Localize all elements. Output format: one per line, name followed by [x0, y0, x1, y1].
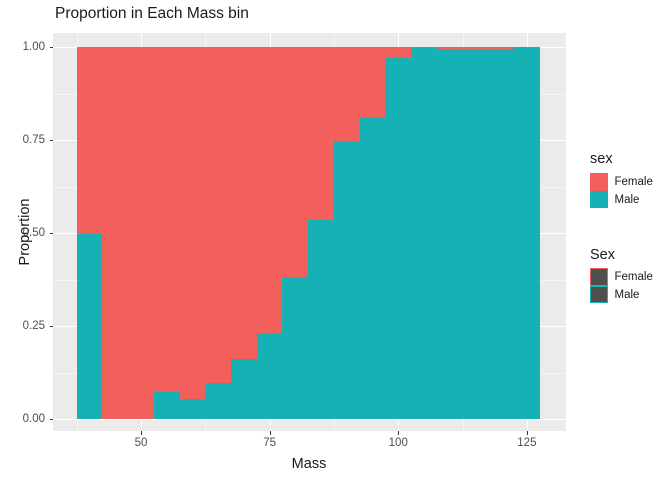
legend-label: Male — [614, 288, 640, 301]
x-axis-tick-label: 75 — [263, 437, 277, 449]
legend-key-male-fill — [590, 190, 608, 209]
bar-female-segment — [128, 47, 155, 419]
y-axis-tick-label: 0.75 — [22, 133, 45, 146]
chart-title: Proportion in Each Mass bin — [55, 5, 249, 22]
bar-male-segment — [488, 47, 515, 419]
bar-female-zero-outline — [462, 47, 489, 49]
y-axis-tick-label: 1.00 — [22, 40, 45, 53]
bar-male-segment — [436, 47, 464, 419]
legend-colour-title: Sex — [590, 247, 615, 263]
x-tick-mark — [141, 431, 142, 435]
bar-female-segment — [179, 47, 206, 419]
legend-label: Male — [614, 193, 640, 206]
legend-entry-female-colour: Female — [590, 268, 653, 286]
bar-male-segment — [256, 333, 283, 419]
bar-male-segment — [76, 234, 103, 419]
y-major-gridline — [53, 419, 566, 421]
x-axis-title: Mass — [291, 456, 327, 472]
bar-female-segment — [153, 47, 181, 419]
x-tick-mark — [269, 431, 271, 435]
x-tick-mark — [398, 431, 400, 435]
bar-male-segment — [359, 116, 386, 419]
bar-male-segment — [205, 383, 232, 419]
bar-male-segment — [333, 141, 361, 419]
bar-male-segment — [308, 219, 335, 419]
bar-female-zero-outline — [488, 47, 515, 49]
bar-male-segment — [514, 47, 541, 419]
legend-entry-female-fill: Female — [590, 173, 653, 191]
bar-male-segment — [411, 47, 438, 419]
bar-male-segment — [231, 359, 258, 419]
legend-label: Female — [614, 271, 653, 283]
bar-male-segment — [282, 276, 309, 419]
bar-female-segment — [102, 47, 129, 419]
plot-panel — [53, 33, 566, 431]
x-axis-tick-label: 125 — [517, 437, 537, 449]
legend-key-male-outline — [590, 285, 608, 304]
legend-key-female-outline — [590, 268, 608, 286]
y-axis-tick-label: 0.25 — [22, 319, 45, 332]
x-axis-tick-label: 100 — [388, 437, 408, 449]
legend-label: Female — [614, 176, 653, 188]
legend-key-female-fill — [590, 173, 608, 191]
bar-male-segment — [153, 391, 181, 419]
legend-entry-male-colour: Male — [590, 285, 640, 304]
bar-male-segment — [385, 58, 412, 419]
legend-entry-male-fill: Male — [590, 190, 640, 209]
bar-female-segment — [205, 47, 232, 419]
bar-male-segment — [179, 398, 206, 419]
x-tick-mark — [526, 431, 528, 435]
bar-female-segment — [231, 47, 258, 419]
y-axis-title: Proportion — [17, 198, 33, 266]
y-axis-tick-label: 0.00 — [22, 412, 45, 425]
legend-fill-title: sex — [590, 151, 613, 167]
bar-female-zero-outline — [436, 47, 464, 49]
bar-male-segment — [462, 47, 489, 419]
x-axis-tick-label: 50 — [134, 437, 148, 449]
